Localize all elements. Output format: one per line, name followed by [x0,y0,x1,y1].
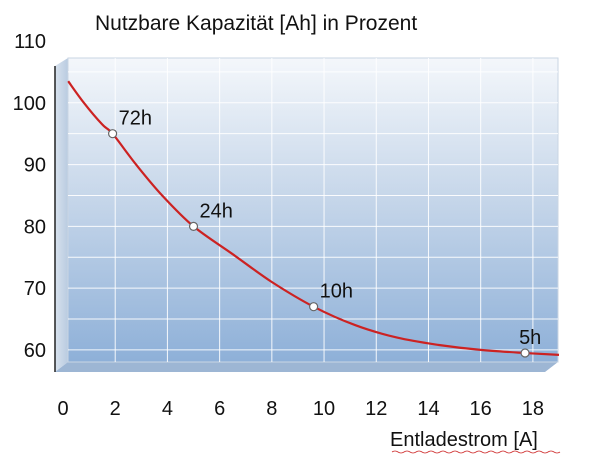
x-tick-label: 16 [470,398,492,420]
x-tick-label: 4 [162,398,173,420]
y-axis-ticks: 60 70 80 90 100 110 [13,31,46,362]
x-axis-label: Entladestrom [A] [390,429,538,451]
panel-side-wall [55,58,68,372]
y-tick-label: 100 [13,93,46,115]
horizontal-gridlines [68,71,558,351]
x-axis-label-underline [391,450,561,454]
x-tick-label: 10 [313,398,335,420]
point-label: 72h [119,108,152,130]
y-tick-label: 60 [24,340,46,362]
y-tick-label: 70 [24,278,46,300]
plot-area [67,57,559,363]
point-marker [188,221,199,231]
y-tick-label: 80 [24,216,46,238]
point-label: 10h [320,281,353,303]
point-label: 5h [519,327,541,349]
x-tick-label: 0 [57,398,68,420]
capacity-curve [67,80,560,356]
x-tick-label: 8 [266,398,277,420]
x-tick-label: 18 [522,398,544,420]
point-marker [107,129,118,139]
x-tick-label: 2 [110,398,121,420]
vertical-gridlines [114,58,534,362]
point-label: 24h [200,200,233,222]
chart-title: Nutzbare Kapazität [Ah] in Prozent [95,12,417,35]
panel-floor [55,362,558,372]
x-tick-label: 6 [214,398,225,420]
x-tick-label: 14 [417,398,439,420]
y-tick-label: 90 [24,155,46,177]
point-marker [520,348,530,358]
x-axis-ticks: 0 2 4 6 8 10 12 14 16 18 [57,398,544,420]
point-marker [309,302,319,312]
y-tick-label: 110 [14,31,46,53]
data-points: 72h 24h 10h 5h [107,108,541,358]
x-tick-label: 12 [365,398,387,420]
